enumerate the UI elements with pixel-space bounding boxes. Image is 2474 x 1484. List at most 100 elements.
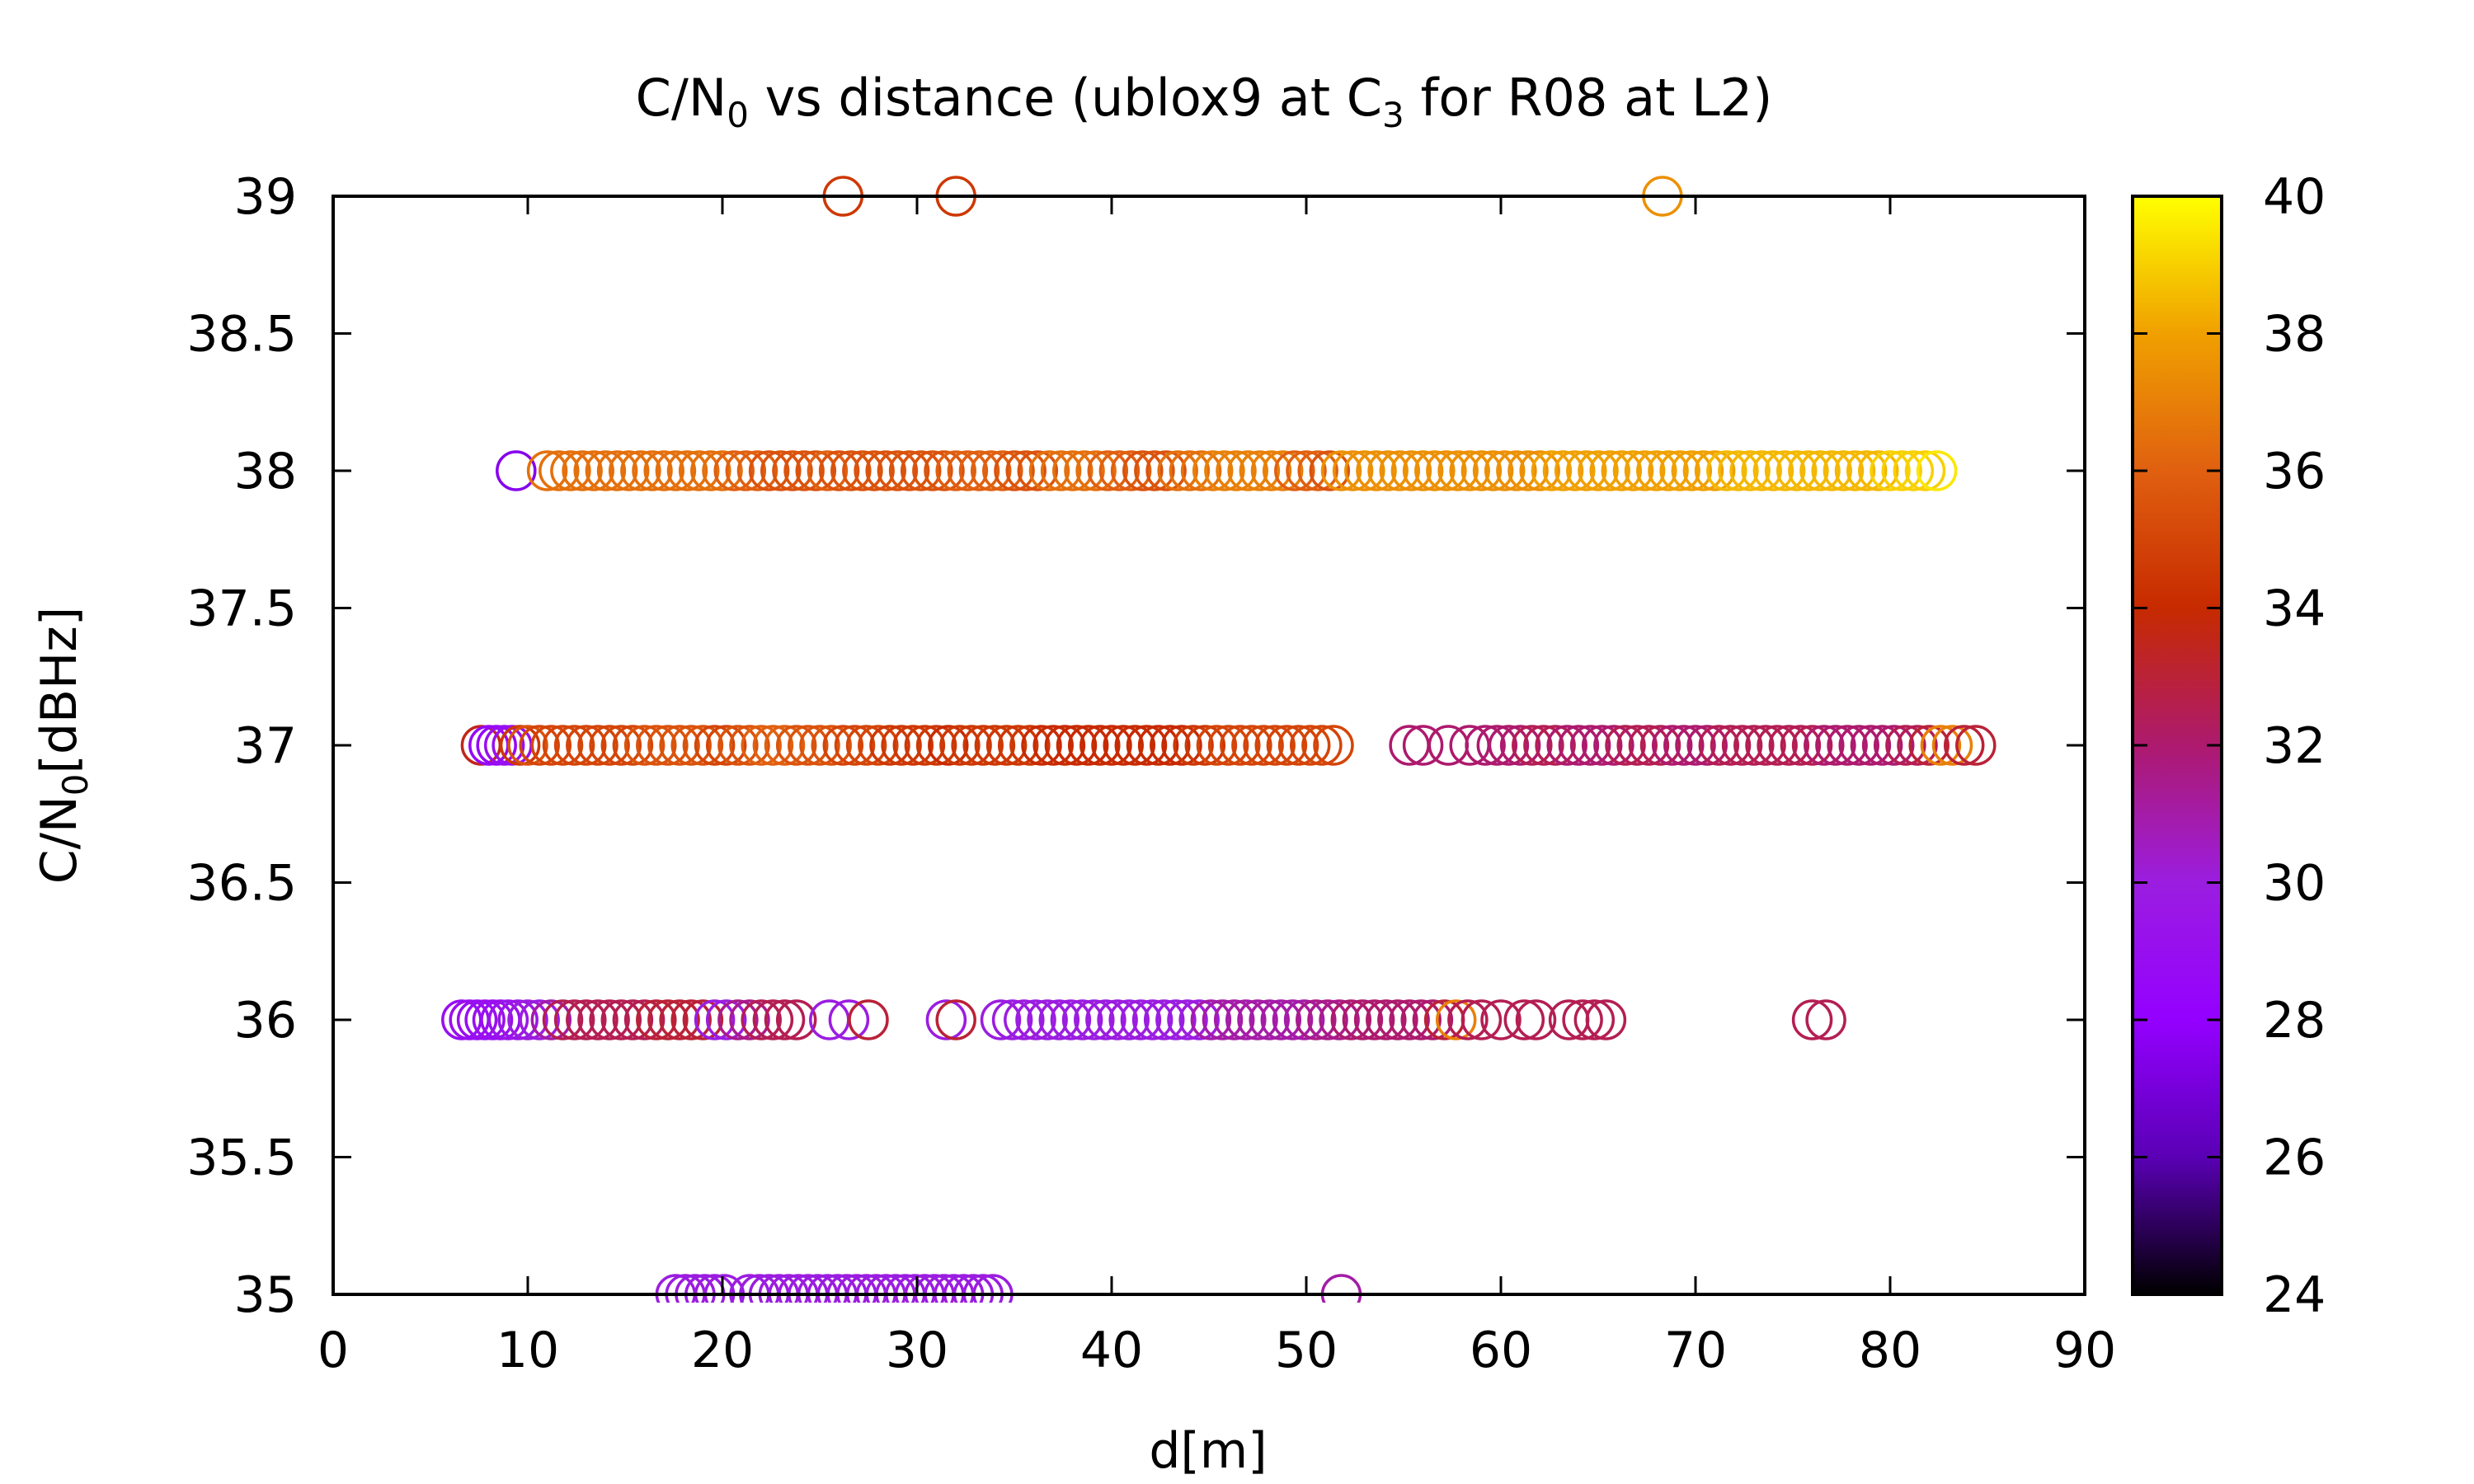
data-point	[1075, 450, 1117, 491]
data-point	[1064, 450, 1105, 491]
y-tick-label: 37.5	[186, 580, 297, 638]
data-point	[487, 999, 529, 1040]
data-point	[589, 725, 630, 766]
chart-title: C/N0 vs distance (ublox9 at C3 for R08 a…	[636, 68, 1773, 135]
data-point	[994, 450, 1035, 491]
colorbar-tick-label: 24	[2263, 1266, 2326, 1324]
data-point	[939, 725, 981, 766]
data-point	[1389, 999, 1430, 1040]
colorbar-tick-label: 32	[2263, 717, 2326, 775]
data-point	[1027, 999, 1068, 1040]
data-point	[772, 450, 813, 491]
data-point	[764, 725, 806, 766]
x-axis: 0 10 20 30 40 50 60 70 80 90	[317, 196, 2116, 1379]
data-point	[1503, 999, 1545, 1040]
data-point	[1496, 450, 1537, 491]
data-point	[643, 450, 684, 491]
data-point	[1402, 725, 1444, 766]
data-point	[464, 999, 506, 1040]
data-point	[496, 450, 537, 491]
x-tick-label: 30	[886, 1322, 948, 1379]
data-point	[1581, 725, 1623, 766]
data-point	[1916, 450, 1958, 491]
data-point	[1757, 725, 1798, 766]
data-point	[1108, 999, 1150, 1040]
data-point	[1239, 450, 1281, 491]
data-point	[741, 999, 782, 1040]
data-point	[1110, 450, 1152, 491]
data-point	[1414, 450, 1456, 491]
data-point	[1776, 450, 1818, 491]
data-point	[612, 999, 654, 1040]
data-point	[1573, 999, 1616, 1040]
data-point	[1788, 450, 1829, 491]
data-point	[1103, 725, 1144, 766]
data-point	[636, 999, 677, 1040]
data-point	[530, 725, 572, 766]
data-point	[1546, 725, 1587, 766]
data-point	[1850, 725, 1892, 766]
data-point	[1021, 725, 1062, 766]
data-point	[1122, 450, 1164, 491]
data-point	[1804, 725, 1845, 766]
data-point	[1449, 450, 1490, 491]
data-point	[483, 725, 525, 766]
data-point	[670, 999, 712, 1040]
data-point	[1079, 725, 1121, 766]
data-point	[845, 725, 887, 766]
colorbar-tick-label: 28	[2263, 992, 2326, 1050]
data-point	[1301, 725, 1343, 766]
data-point	[928, 725, 969, 766]
data-point	[1639, 725, 1681, 766]
data-point	[1237, 999, 1278, 1040]
data-point	[1028, 450, 1070, 491]
data-point	[1881, 450, 1922, 491]
data-point	[1624, 450, 1666, 491]
data-point	[620, 450, 661, 491]
data-point	[1931, 725, 1973, 766]
data-point	[1213, 999, 1255, 1040]
data-point	[830, 450, 872, 491]
data-point	[900, 450, 942, 491]
data-point	[1799, 450, 1841, 491]
data-point	[1531, 450, 1573, 491]
data-point	[1675, 725, 1716, 766]
data-point	[1192, 450, 1234, 491]
data-point	[912, 450, 953, 491]
data-point	[1052, 450, 1094, 491]
data-point	[690, 450, 731, 491]
data-point	[1167, 999, 1208, 1040]
data-point	[1752, 450, 1794, 491]
x-tick-label: 60	[1470, 1322, 1532, 1379]
data-point	[834, 725, 876, 766]
data-point	[915, 725, 957, 766]
data-point	[1943, 725, 1985, 766]
data-point	[589, 999, 630, 1040]
colorbar-tick-label: 30	[2263, 855, 2326, 913]
data-point	[1250, 450, 1292, 491]
data-point	[682, 999, 724, 1040]
data-point	[573, 450, 614, 491]
data-point	[596, 450, 638, 491]
data-point	[507, 999, 548, 1040]
data-point	[694, 999, 736, 1040]
data-point	[702, 450, 743, 491]
data-point	[1585, 999, 1627, 1040]
y-axis: 35 35.5 36 36.5 37 37.5 38 38.5 39	[186, 168, 2085, 1324]
data-point	[1663, 725, 1705, 766]
data-point	[1838, 725, 1879, 766]
data-point	[1897, 725, 1938, 766]
data-point	[1823, 450, 1865, 491]
data-point	[659, 725, 700, 766]
data-point	[1488, 725, 1530, 766]
data-point	[1114, 725, 1156, 766]
data-point	[997, 725, 1039, 766]
data-point	[550, 450, 591, 491]
data-point	[752, 725, 794, 766]
data-point	[904, 725, 946, 766]
y-tick-label: 38.5	[186, 306, 297, 364]
y-tick-label: 35.5	[186, 1129, 297, 1187]
data-point	[1297, 450, 1338, 491]
x-tick-label: 50	[1275, 1322, 1338, 1379]
data-point	[1286, 450, 1327, 491]
